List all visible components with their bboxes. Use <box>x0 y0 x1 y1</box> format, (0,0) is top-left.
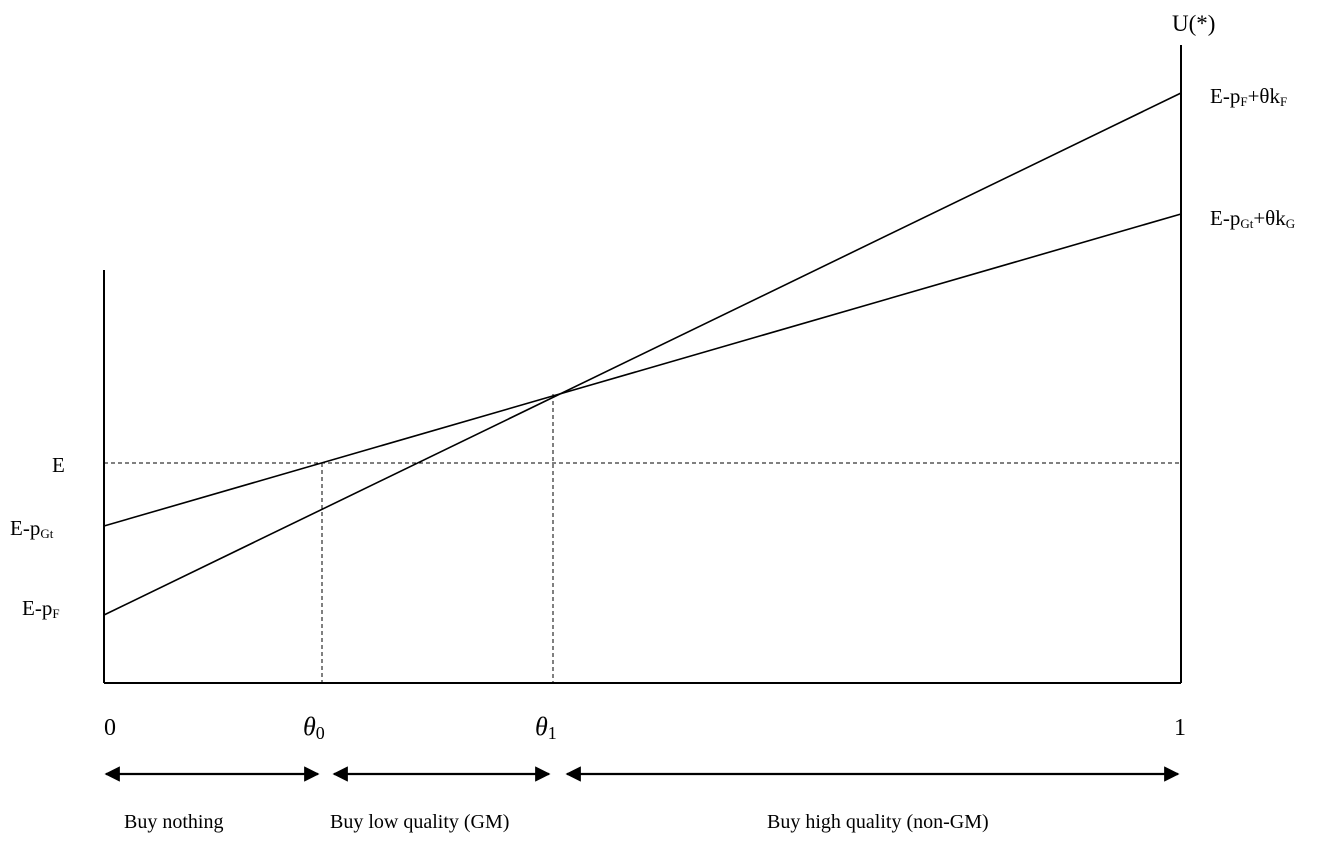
region-label-high: Buy high quality (non-GM) <box>767 811 989 833</box>
y-axis-label: U(*) <box>1172 11 1215 36</box>
utility-line-non-gm <box>103 92 1182 616</box>
region-label-low: Buy low quality (GM) <box>330 811 509 833</box>
utility-line-gm <box>103 213 1182 527</box>
line-label-non-gm: E-pF+θkF <box>1210 84 1287 109</box>
region-label-none: Buy nothing <box>124 811 223 833</box>
x-label-zero: 0 <box>104 715 116 741</box>
x-label-one: 1 <box>1174 715 1186 741</box>
y-label-e: E <box>52 453 65 477</box>
line-label-gm: E-pGt+θkG <box>1210 206 1295 231</box>
y-label-e-pgt: E-pGt <box>10 516 54 541</box>
y-label-e-pf: E-pF <box>22 596 60 621</box>
x-label-theta1: θ1 <box>535 712 557 743</box>
x-label-theta0: θ0 <box>303 712 325 743</box>
